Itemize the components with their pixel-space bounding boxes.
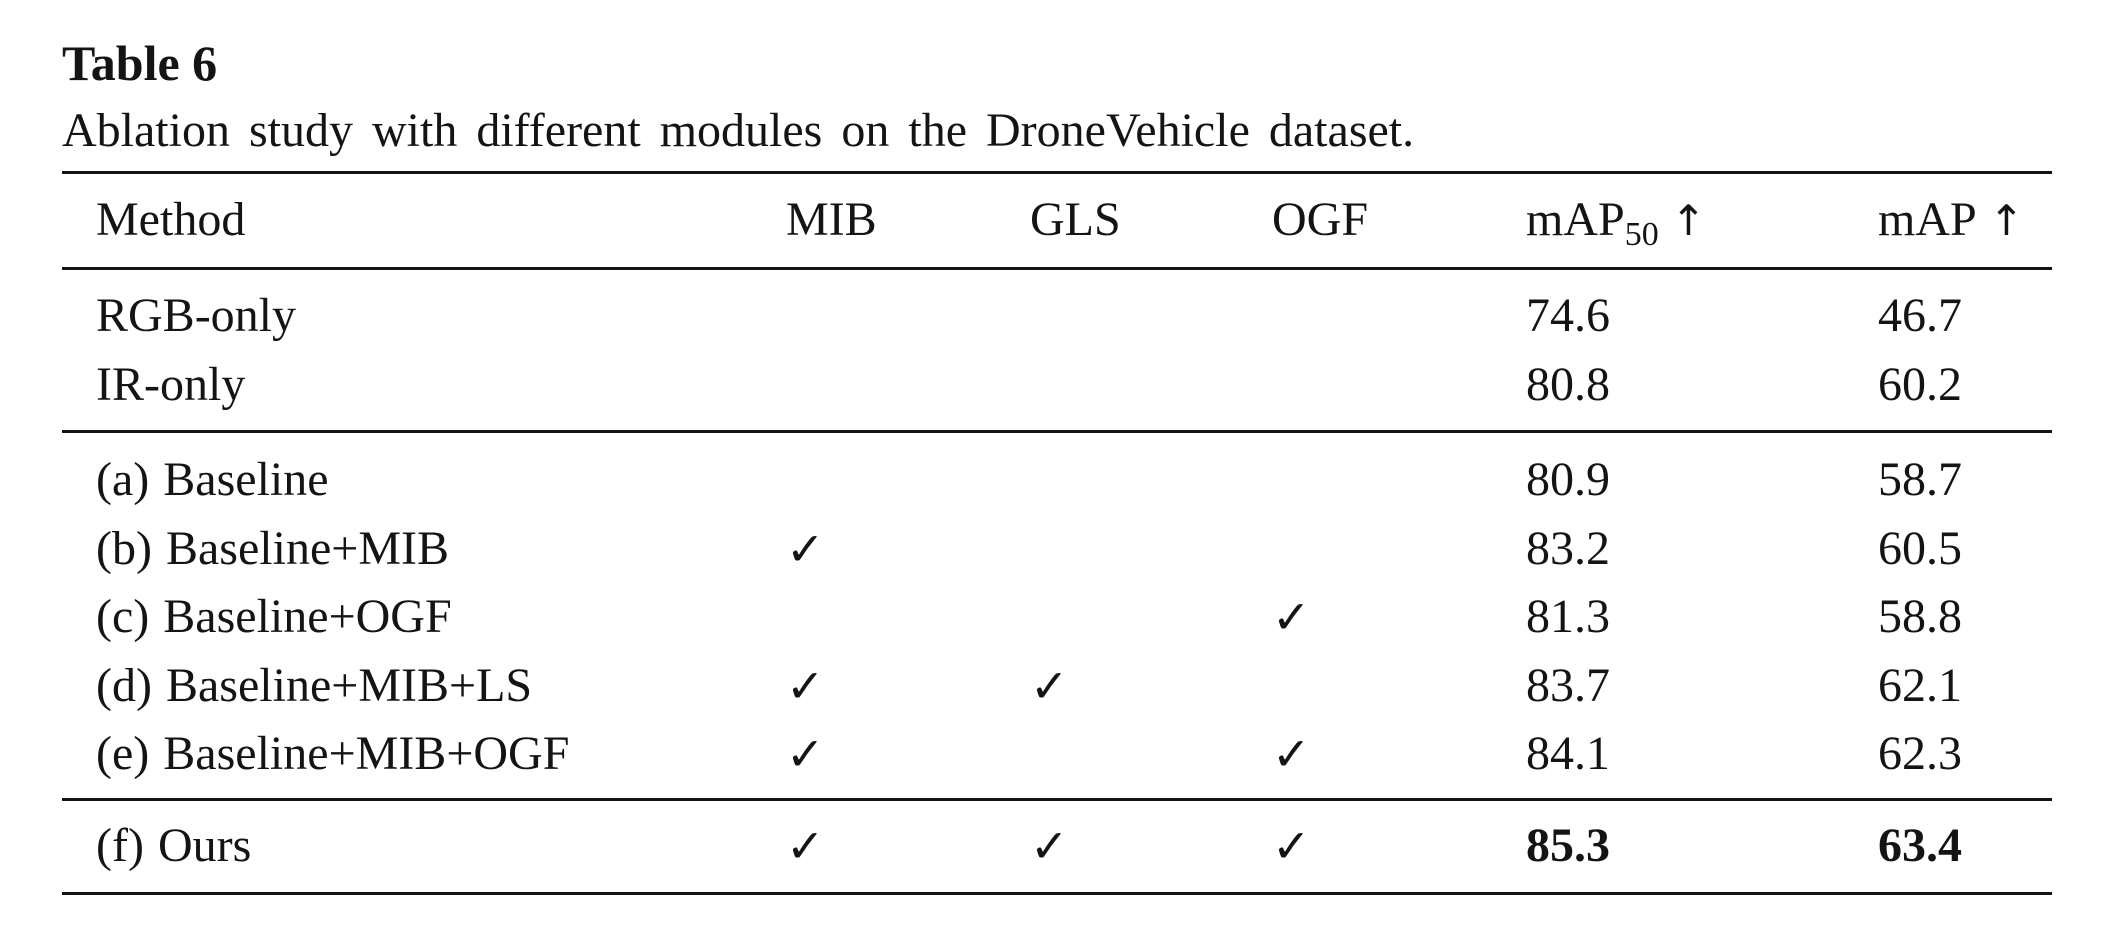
map-value: 60.2 [1878, 357, 1962, 411]
method-cell: (b) Baseline+MIB [96, 515, 449, 583]
table-row: (c) Baseline+OGF ✓ 81.3 58.8 [0, 583, 2104, 651]
method-name: IR-only [96, 357, 246, 411]
map50-value: 83.2 [1526, 521, 1610, 575]
header-map-base: mAP [1878, 193, 1977, 246]
header-ogf: OGF [1272, 193, 1369, 246]
mib-check-icon: ✓ [786, 658, 825, 713]
map-value: 58.8 [1878, 590, 1962, 643]
map-value: 58.7 [1878, 453, 1962, 506]
map50-value: 80.9 [1526, 453, 1610, 506]
header-rule [62, 267, 2052, 270]
table-row: (a) Baseline 80.9 58.7 [0, 446, 2104, 514]
method-cell: (e) Baseline+MIB+OGF [96, 720, 569, 788]
map50-value: 80.8 [1526, 357, 1610, 411]
ogf-check-icon: ✓ [1272, 727, 1311, 781]
map-value: 46.7 [1878, 289, 1962, 342]
ogf-check-icon: ✓ [1272, 590, 1311, 644]
mid-rule-2 [62, 798, 2052, 801]
map-value: 63.4 [1878, 819, 1962, 872]
table-label: Table 6 [62, 35, 218, 91]
bottom-rule [62, 892, 2052, 895]
method-cell: IR-only [96, 351, 245, 419]
top-rule [62, 171, 2052, 174]
mib-check-icon: ✓ [786, 521, 825, 576]
table-caption: Ablation study with different modules on… [62, 104, 1415, 157]
gls-check-icon: ✓ [1030, 658, 1069, 713]
method-name: Baseline+OGF [163, 590, 452, 643]
mid-rule-1 [62, 430, 2052, 433]
table-row: (f) Ours ✓ ✓ ✓ 85.3 63.4 [0, 812, 2104, 880]
header-method: Method [96, 193, 246, 246]
row-tag: (a) [96, 453, 150, 506]
map-value: 62.1 [1878, 658, 1962, 712]
method-name: Baseline+MIB+LS [165, 658, 533, 712]
header-gls: GLS [1030, 193, 1121, 246]
method-name: RGB-only [96, 289, 297, 342]
table-row: (d) Baseline+MIB+LS ✓ ✓ 83.7 62.1 [0, 652, 2104, 720]
mib-check-icon: ✓ [786, 727, 825, 781]
method-name: Baseline [163, 453, 329, 506]
ogf-check-icon: ✓ [1272, 819, 1311, 873]
method-cell: RGB-only [96, 282, 296, 350]
header-mib: MIB [786, 193, 877, 246]
row-tag: (b) [96, 521, 152, 575]
row-tag: (d) [96, 658, 152, 712]
method-cell: (f) Ours [96, 812, 251, 880]
row-tag: (c) [96, 590, 150, 643]
method-cell: (a) Baseline [96, 446, 329, 514]
header-row: Method MIB GLS OGF mAP50 ↑ mAP ↑ [0, 186, 2104, 254]
header-map50-sub: 50 [1624, 216, 1659, 253]
method-name: Baseline+MIB+OGF [163, 727, 570, 780]
up-arrow-icon: ↑ [1988, 196, 2024, 245]
gls-check-icon: ✓ [1030, 819, 1069, 873]
table-row: (e) Baseline+MIB+OGF ✓ ✓ 84.1 62.3 [0, 720, 2104, 788]
map-value: 62.3 [1878, 727, 1962, 780]
header-map50: mAP50 ↑ [1526, 186, 1706, 255]
map50-value: 85.3 [1526, 819, 1610, 872]
header-map50-base: mAP [1526, 193, 1625, 246]
table-row: IR-only 80.8 60.2 [0, 351, 2104, 419]
method-cell: (d) Baseline+MIB+LS [96, 652, 532, 720]
table-row: RGB-only 74.6 46.7 [0, 282, 2104, 350]
mib-check-icon: ✓ [786, 819, 825, 873]
table-row: (b) Baseline+MIB ✓ 83.2 60.5 [0, 515, 2104, 583]
row-tag: (f) [96, 819, 144, 872]
method-cell: (c) Baseline+OGF [96, 583, 452, 651]
method-name: Baseline+MIB [165, 521, 449, 575]
map50-value: 74.6 [1526, 289, 1610, 342]
up-arrow-icon: ↑ [1670, 196, 1706, 245]
map50-value: 83.7 [1526, 658, 1610, 712]
method-name: Ours [157, 819, 252, 872]
header-map: mAP ↑ [1878, 186, 2024, 255]
map50-value: 84.1 [1526, 727, 1610, 780]
row-tag: (e) [96, 727, 150, 780]
map50-value: 81.3 [1526, 590, 1610, 643]
map-value: 60.5 [1878, 521, 1962, 575]
